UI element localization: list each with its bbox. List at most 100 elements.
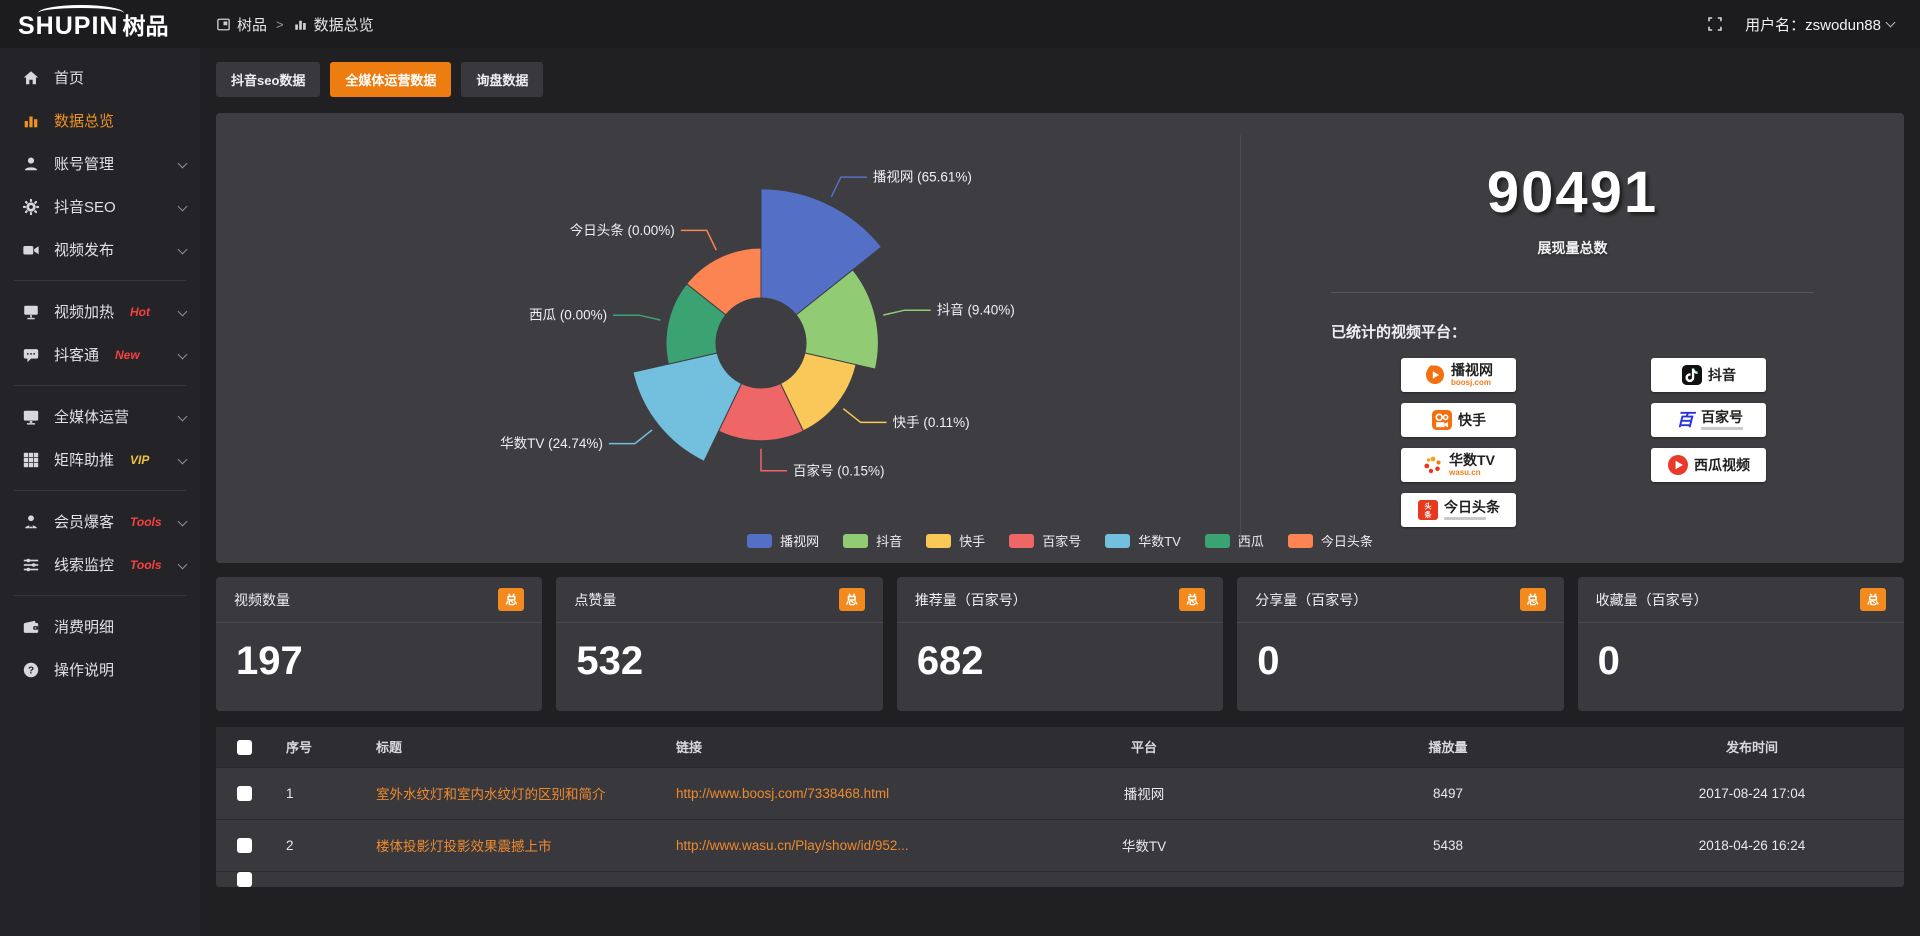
pie-slice-抖音[interactable] [795, 269, 879, 370]
row-checkbox[interactable] [236, 785, 252, 801]
baijiahao-tagline [1701, 427, 1743, 430]
select-all-checkbox[interactable] [236, 739, 252, 755]
sidebar-item-tag: VIP [130, 452, 150, 467]
pie-leader-line [760, 448, 787, 472]
col-title: 标题 [362, 727, 662, 767]
xigua-icon [1667, 454, 1689, 476]
sidebar-item-label: 首页 [54, 70, 85, 87]
legend-item-播视网[interactable]: 播视网 [747, 531, 819, 550]
wallet-icon [22, 618, 40, 636]
pie-slice-百家号[interactable] [717, 382, 805, 442]
main-content: 抖音seo数据 全媒体运营数据 询盘数据 播视网 (65.61%) 抖音 (9.4… [200, 48, 1920, 888]
sidebar-item-4[interactable]: 视频发布 [0, 228, 200, 271]
breadcrumb-current[interactable]: 数据总览 [293, 14, 374, 35]
tab-douyin-seo[interactable]: 抖音seo数据 [216, 62, 321, 97]
row-checkbox[interactable] [236, 872, 252, 888]
row-checkbox[interactable] [236, 837, 252, 853]
chevron-down-icon [177, 411, 188, 422]
legend-item-百家号[interactable]: 百家号 [1009, 531, 1081, 550]
boosj-icon [1424, 364, 1446, 386]
pie-slice-华数TV[interactable] [632, 352, 743, 462]
legend-item-抖音[interactable]: 抖音 [843, 531, 902, 550]
chevron-down-icon [177, 306, 188, 317]
platform-badge-xigua: 西瓜视频 [1651, 448, 1766, 482]
rose-chart-svg: 播视网 (65.61%) 抖音 (9.40%) 快手 (0.11%) 百家号 (0.1… [500, 170, 1015, 479]
svg-text:?: ? [28, 665, 34, 676]
pie-label: 播视网 (65.61%) [873, 170, 972, 185]
cell-title: 室外水纹灯和室内水纹灯的区别和简介 [362, 766, 662, 819]
kuaishou-icon [1431, 409, 1453, 431]
sidebar-item-9[interactable]: 会员爆客 Tools [0, 500, 200, 543]
help-icon: ? [22, 661, 40, 679]
col-platform: 平台 [992, 727, 1296, 767]
breadcrumb-root[interactable]: 树品 [216, 14, 267, 35]
pie-slice-西瓜[interactable] [665, 283, 727, 365]
sidebar-item-label: 账号管理 [54, 156, 115, 173]
pie-slice-今日头条[interactable] [685, 247, 762, 316]
sidebar-item-6[interactable]: 抖客通 New [0, 333, 200, 376]
user-menu[interactable]: 用户名：zswodun88 [1745, 14, 1896, 35]
sidebar-item-2[interactable]: 账号管理 [0, 142, 200, 185]
sidebar-item-5[interactable]: 视频加热 Hot [0, 290, 200, 333]
home-icon [22, 69, 40, 87]
pie-label: 华数TV (24.74%) [500, 436, 603, 451]
sidebar-item-3[interactable]: 抖音SEO [0, 185, 200, 228]
summary-divider [1331, 292, 1814, 293]
sidebar-item-label: 视频发布 [54, 242, 115, 259]
pie-slice-播视网[interactable] [760, 188, 883, 316]
table-row: 1 室外水纹灯和室内水纹灯的区别和简介 http://www.boosj.com… [216, 766, 1904, 819]
cell-link: http://www.boosj.com/7338468.html [662, 766, 992, 819]
pie-label: 快手 (0.11%) [893, 415, 970, 430]
platform-badge-baijiahao: 百 百家号 [1651, 403, 1766, 437]
chart-icon [22, 112, 40, 130]
sidebar-divider [14, 385, 186, 386]
sidebar-item-7[interactable]: 全媒体运营 [0, 395, 200, 438]
legend-swatch [1009, 533, 1035, 548]
sidebar-item-tag: Tools [130, 514, 162, 529]
total-badge: 总 [1179, 588, 1206, 611]
legend-item-今日头条[interactable]: 今日头条 [1287, 531, 1373, 550]
sidebar-item-12[interactable]: ? 操作说明 [0, 648, 200, 691]
cell-seq: 1 [272, 766, 362, 819]
platform-badge-wasu: 华数TV wasu.cn [1401, 448, 1516, 482]
sidebar-item-tag: Hot [130, 304, 151, 319]
table-row: 2 楼体投影灯投影效果震撼上市 http://www.wasu.cn/Play/… [216, 818, 1904, 871]
legend-item-快手[interactable]: 快手 [926, 531, 985, 550]
sidebar-item-10[interactable]: 线索监控 Tools [0, 543, 200, 586]
cell-platform: 华数TV [992, 818, 1296, 871]
stat-cards: 视频数量 总 197 点赞量 总 532 推荐量（百家号） 总 682 分享量（百家号… [216, 577, 1905, 711]
pie-leader-line [680, 229, 717, 251]
legend-item-华数TV[interactable]: 华数TV [1105, 531, 1181, 550]
tab-omnimedia[interactable]: 全媒体运营数据 [330, 62, 452, 97]
sidebar-item-8[interactable]: 矩阵助推 VIP [0, 438, 200, 481]
sidebar-divider [14, 280, 186, 281]
baijiahao-icon: 百 [1674, 409, 1697, 431]
svg-text:头: 头 [1425, 502, 1432, 511]
sidebar-item-1[interactable]: 数据总览 [0, 99, 200, 142]
legend-swatch [1287, 533, 1313, 548]
pie-slice-快手[interactable] [779, 352, 857, 432]
sidebar-item-11[interactable]: 消费明细 [0, 605, 200, 648]
legend-item-西瓜[interactable]: 西瓜 [1204, 531, 1264, 550]
fullscreen-icon[interactable] [1707, 16, 1723, 32]
douyin-icon [1681, 364, 1703, 386]
pie-leader-line [883, 309, 931, 316]
stat-label: 视频数量 [234, 591, 290, 608]
pie-label: 抖音 (9.40%) [937, 302, 1015, 318]
total-badge: 总 [838, 588, 865, 611]
legend-label: 今日头条 [1320, 534, 1373, 549]
stat-label: 分享量（百家号） [1255, 591, 1368, 608]
stat-value: 532 [576, 639, 644, 683]
tab-inquiry[interactable]: 询盘数据 [461, 62, 544, 97]
platform-badges: 播视网 boosj.com 快手 华数TV wasu.cn 头条 今日头条 抖音 [1401, 358, 1904, 527]
cell-platform: 播视网 [992, 766, 1296, 819]
platform-badge-toutiao: 头条 今日头条 [1401, 493, 1516, 527]
stat-card-shares: 分享量（百家号） 总 0 [1237, 577, 1564, 711]
video-table: 序号 标题 链接 平台 播放量 发布时间 1 室外水纹灯和室内水纹灯的区别和简介… [216, 727, 1904, 888]
wasu-icon [1422, 454, 1444, 476]
pie-leader-line [613, 314, 661, 321]
sidebar-item-0[interactable]: 首页 [0, 56, 200, 99]
legend-label: 快手 [959, 534, 986, 549]
total-badge: 总 [1519, 588, 1546, 611]
sidebar-divider [14, 595, 186, 596]
